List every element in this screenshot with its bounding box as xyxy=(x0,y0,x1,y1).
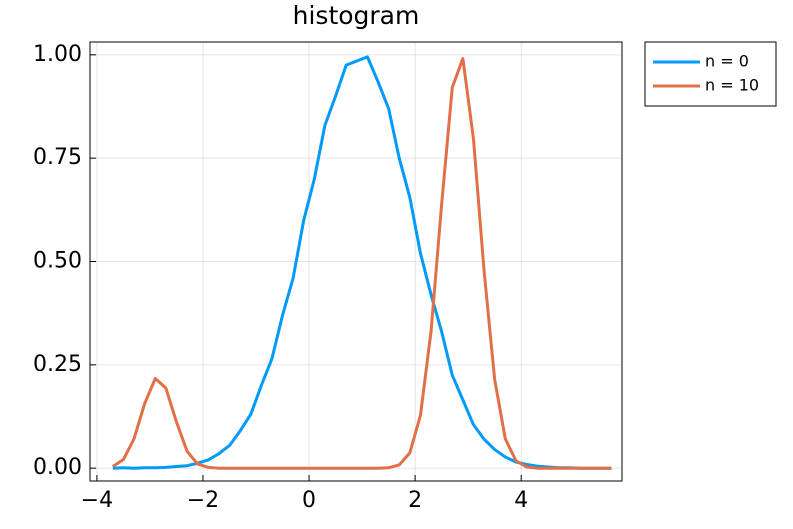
y-tick-label: 0.00 xyxy=(33,455,82,480)
legend-label: n = 10 xyxy=(705,76,759,95)
y-tick-label: 1.00 xyxy=(33,42,82,67)
y-tick-label: 0.50 xyxy=(33,249,82,274)
data-line xyxy=(112,55,612,470)
y-tick-label: 0.25 xyxy=(33,352,82,377)
legend-label: n = 0 xyxy=(705,52,749,71)
chart-title: histogram xyxy=(293,1,420,30)
legend-box xyxy=(644,41,777,107)
x-tick-label: 4 xyxy=(514,488,528,513)
x-tick-label: 0 xyxy=(302,488,316,513)
x-tick-label: −2 xyxy=(187,488,219,513)
x-tick-label: −4 xyxy=(81,488,113,513)
plot-frame xyxy=(89,41,623,482)
x-tick-label: 2 xyxy=(408,488,422,513)
y-tick-label: 0.75 xyxy=(33,145,82,170)
data-line xyxy=(111,57,612,470)
